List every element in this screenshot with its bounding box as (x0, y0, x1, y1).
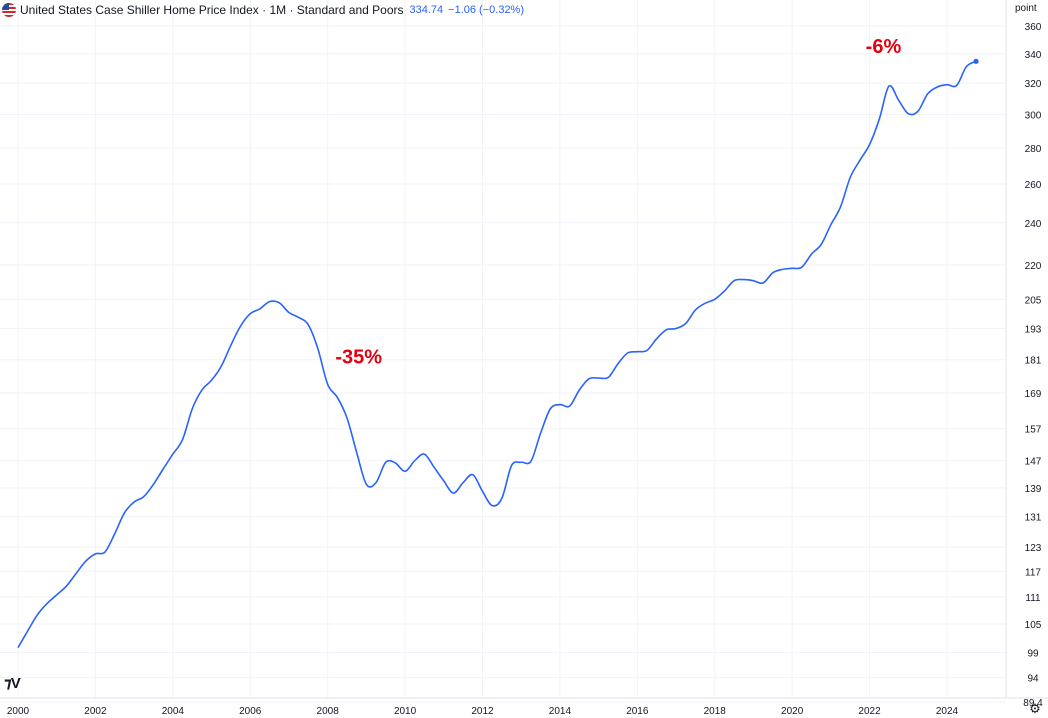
y-tick-label: 300 (1025, 110, 1042, 121)
x-tick-label: 2016 (626, 706, 649, 717)
last-point-marker[interactable] (973, 58, 979, 64)
x-tick-label: 2010 (394, 706, 417, 717)
settings-gear-icon[interactable]: ⚙ (1029, 701, 1041, 716)
drawdown-annotation: -6% (866, 36, 902, 58)
chart-header: United States Case Shiller Home Price In… (0, 0, 524, 20)
annotation-group: -35% -6% (335, 36, 901, 369)
y-tick-label: 320 (1025, 79, 1042, 90)
y-tick-label: 169 (1025, 389, 1042, 400)
y-tick-label: 360 (1025, 22, 1042, 33)
x-tick-label: 2008 (317, 706, 340, 717)
y-tick-label: 123 (1025, 543, 1042, 554)
x-tick-label: 2004 (162, 706, 185, 717)
axis-unit-label: point (1015, 3, 1037, 14)
y-axis[interactable]: 89.4 94 99 105 111 117 123 131 139 147 157 169 181 19… (1005, 0, 1043, 709)
y-tick-label: 147 (1025, 457, 1042, 468)
series-line[interactable] (17, 60, 977, 648)
x-tick-label: 2000 (7, 706, 30, 717)
x-tick-label: 2012 (471, 706, 494, 717)
y-tick-label: 193 (1025, 325, 1042, 336)
y-tick-label: 117 (1025, 567, 1041, 578)
chart-title: United States Case Shiller Home Price In… (20, 3, 404, 17)
y-tick-label: 280 (1025, 144, 1042, 155)
y-tick-label: 94 (1027, 674, 1039, 685)
price-change: −1.06 (−0.32%) (448, 4, 525, 16)
y-tick-label: 89.4 (1023, 698, 1043, 709)
y-tick-label: 340 (1025, 50, 1042, 61)
tradingview-logo-icon[interactable]: ⁊V (4, 675, 21, 692)
y-tick-label: 111 (1025, 593, 1041, 604)
x-tick-label: 2006 (239, 706, 262, 717)
chart-grid (0, 0, 1006, 703)
x-tick-label: 2020 (781, 706, 804, 717)
y-tick-label: 205 (1025, 295, 1042, 306)
y-tick-label: 240 (1025, 219, 1042, 230)
y-tick-label: 139 (1025, 484, 1042, 495)
last-value: 334.74 (409, 4, 444, 16)
x-axis[interactable]: 2000 2002 2004 2006 2008 2010 2012 2014 2016 2018… (0, 697, 1048, 717)
y-tick-label: 157 (1025, 425, 1042, 436)
x-tick-label: 2024 (936, 706, 959, 717)
y-tick-label: 220 (1025, 261, 1042, 272)
y-tick-label: 99 (1027, 649, 1039, 660)
y-tick-label: 131 (1025, 513, 1042, 524)
x-tick-label: 2022 (858, 706, 881, 717)
drawdown-annotation: -35% (335, 347, 382, 369)
x-tick-label: 2014 (549, 706, 572, 717)
x-tick-label: 2018 (704, 706, 727, 717)
us-flag-icon (2, 3, 16, 17)
y-tick-label: 260 (1025, 180, 1042, 191)
series-group (17, 58, 979, 648)
y-tick-label: 105 (1025, 620, 1042, 631)
y-tick-label: 181 (1025, 356, 1042, 367)
x-tick-label: 2002 (84, 706, 107, 717)
